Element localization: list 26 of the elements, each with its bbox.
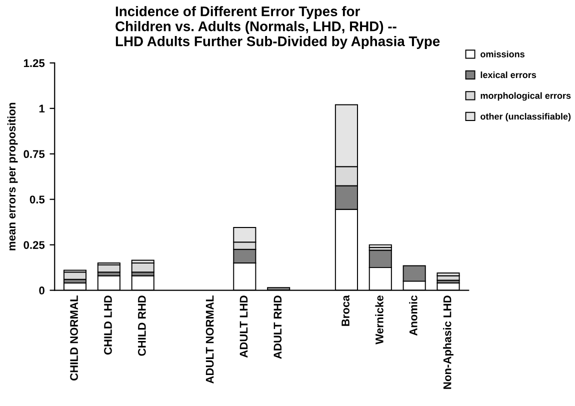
y-tick-label: 0.75: [24, 150, 45, 158]
y-tick-label: 0.25: [24, 241, 45, 249]
y-tick-label: 1.25: [24, 59, 45, 68]
y-tick-label: 0.5: [30, 196, 45, 204]
x-tick-label: ADULT LHD: [240, 296, 248, 358]
bar: [368, 244, 392, 248]
bar: [436, 275, 460, 281]
legend-label: other (unclassifiable): [480, 113, 571, 122]
x-tick-label: Non-Aphasic LHD: [443, 296, 454, 389]
x-tick-label: Anomic: [409, 295, 418, 336]
chart-title: Incidence of Different Error Types for Children vs. Adults (Normals, LHD, RHD) -- LHD Adults Further Sub-Divided by Aphasia Type: [116, 6, 440, 49]
x-tick-label: ADULT NORMAL: [206, 295, 214, 384]
legend-label: lexical errors: [480, 71, 536, 78]
bar: [131, 262, 154, 273]
y-axis-title: mean errors per proposition: [7, 102, 18, 250]
x-tick-label: CHILD NORMAL: [70, 295, 78, 380]
x-tick-label: Wernicke: [375, 296, 384, 344]
x-tick-label: CHILD RHD: [138, 296, 146, 356]
legend-label: omissions: [480, 50, 524, 58]
x-tick-label: Broca: [342, 295, 350, 326]
x-tick-label: ADULT RHD: [274, 296, 282, 359]
y-tick-label: 1: [39, 104, 45, 112]
bar: [63, 272, 86, 280]
x-tick-label: CHILD LHD: [104, 296, 112, 355]
legend-label: morphological errors: [480, 92, 571, 101]
y-tick-label: 0: [39, 286, 44, 294]
